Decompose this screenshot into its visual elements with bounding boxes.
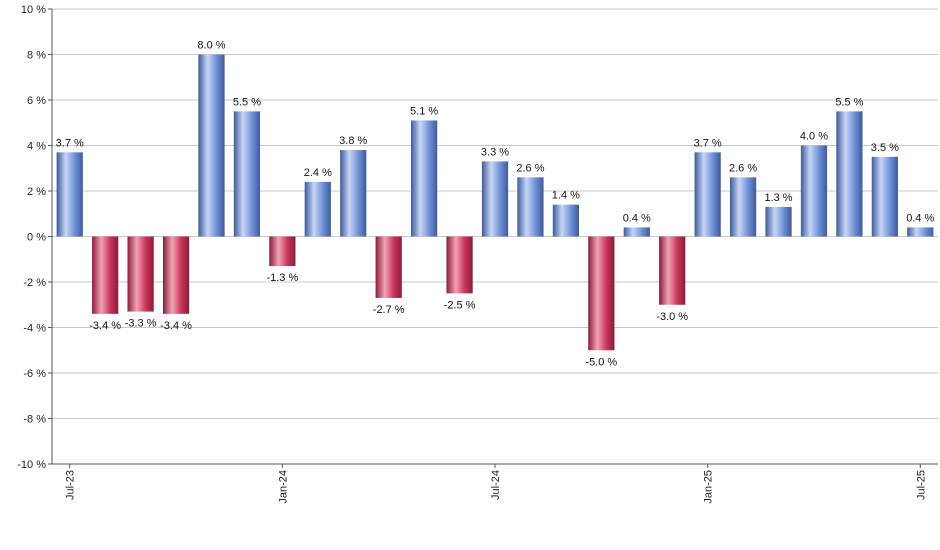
bar-may-24	[411, 120, 438, 237]
data-label: 1.3 %	[764, 192, 792, 204]
bar-aug-24	[517, 177, 544, 237]
data-label: 3.7 %	[694, 137, 722, 149]
data-labels: 3.7 %-3.4 % -3.3 % -3.4 %8.0 %5.5 %-1.3 %2…	[56, 40, 935, 369]
data-label: -3.4 %	[89, 320, 121, 332]
bars	[56, 54, 934, 351]
y-tick-label: -2 %	[23, 277, 46, 289]
bar-dec-23	[233, 111, 261, 237]
y-tick-label: -10 %	[17, 459, 46, 471]
data-label: 2.4 %	[304, 167, 332, 179]
data-label: 8.0 %	[197, 40, 225, 52]
bar-jul-25	[907, 227, 934, 237]
bar-feb-25	[729, 177, 757, 237]
y-tick-label: 6 %	[27, 95, 46, 107]
x-tick-label: Jan-24	[277, 470, 289, 504]
x-tick-label: Jan-25	[703, 470, 715, 504]
y-tick-label: 0 %	[27, 232, 46, 244]
bar-jun-25	[871, 156, 898, 237]
data-label: 3.3 %	[481, 146, 509, 158]
data-label: 4.0 %	[800, 131, 828, 143]
x-axis: Jul-23 Jan-24 Jul-24 Jan-25 Jul-25	[52, 463, 938, 504]
bar-sep-24	[552, 204, 579, 237]
y-tick-label: 4 %	[27, 141, 46, 153]
y-tick-label: -6 %	[23, 368, 46, 380]
y-tick-label: 8 %	[27, 50, 46, 62]
bar-jan-24	[269, 236, 296, 267]
bar-jan-25	[694, 152, 721, 237]
bar-aug-23	[92, 236, 119, 314]
data-label: 5.5 %	[233, 96, 261, 108]
y-tick-label: 10 %	[21, 4, 46, 16]
data-label: -3.4 %	[160, 320, 192, 332]
bar-oct-24	[588, 236, 615, 351]
data-label: -2.7 %	[373, 304, 405, 316]
x-tick-label: Jul-25	[915, 470, 927, 500]
x-tick-label: Jul-23	[65, 470, 77, 500]
data-label: 0.4 %	[623, 212, 651, 224]
bar-oct-23	[162, 236, 190, 314]
bar-feb-24	[304, 181, 331, 237]
y-axis: -10 % -8 % -6 % -4 % -2 % 0 % 2 % 4 % 6 % 8 % 10 %	[17, 4, 53, 471]
bar-mar-24	[340, 150, 367, 237]
bar-apr-24	[375, 236, 402, 298]
bar-mar-25	[765, 206, 792, 237]
data-label: 2.6 %	[729, 162, 757, 174]
bar-sep-23	[127, 236, 154, 312]
data-label: 3.7 %	[56, 137, 84, 149]
y-tick-label: -8 %	[23, 414, 46, 426]
data-label: -3.3 %	[125, 318, 157, 330]
data-label: 0.4 %	[906, 212, 934, 224]
data-label: 2.6 %	[516, 162, 544, 174]
data-label: -2.5 %	[444, 299, 476, 311]
bar-may-25	[836, 111, 863, 237]
bar-apr-25	[800, 145, 828, 237]
bar-jul-23	[56, 152, 83, 237]
data-label: 5.5 %	[835, 96, 863, 108]
y-tick-label: -4 %	[23, 323, 46, 335]
data-label: -3.0 %	[656, 311, 688, 323]
bar-dec-24	[659, 236, 686, 305]
data-label: -1.3 %	[266, 272, 298, 284]
bar-jun-24	[446, 236, 473, 294]
data-label: -5.0 %	[585, 356, 617, 368]
bar-nov-23	[198, 54, 225, 237]
data-label: 3.5 %	[871, 142, 899, 154]
data-label: 1.4 %	[552, 190, 580, 202]
bar-jul-24	[481, 161, 509, 237]
x-tick-label: Jul-24	[490, 470, 502, 500]
data-label: 5.1 %	[410, 105, 438, 117]
data-label: 3.8 %	[339, 135, 367, 147]
y-tick-label: 2 %	[27, 186, 46, 198]
bar-nov-24	[623, 227, 650, 237]
